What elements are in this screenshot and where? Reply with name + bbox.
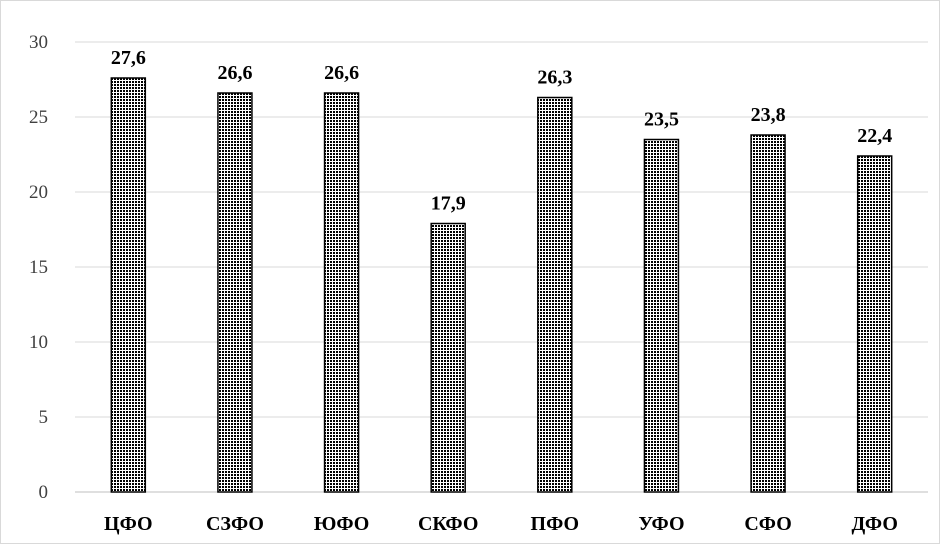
x-tick-label: СФО — [744, 513, 791, 535]
data-label: 26,6 — [217, 62, 252, 84]
data-label: 26,3 — [537, 67, 572, 89]
bar — [537, 96, 573, 493]
y-tick-label: 25 — [29, 107, 48, 128]
y-axis-ticks: 0 5 10 15 20 25 30 — [29, 32, 48, 503]
y-tick-label: 0 — [39, 482, 49, 503]
x-tick-label: ЦФО — [104, 513, 153, 535]
bar — [750, 134, 786, 493]
data-label: 23,8 — [751, 104, 786, 126]
y-tick-label: 30 — [29, 32, 48, 53]
bar — [430, 222, 466, 493]
y-tick-label: 5 — [39, 407, 49, 428]
data-label: 26,6 — [324, 62, 359, 84]
x-axis-ticks: ЦФО СЗФО ЮФО СКФО ПФО УФО СФО ДФО — [104, 513, 898, 535]
data-labels: 27,6 26,6 26,6 17,9 26,3 23,5 23,8 22,4 — [111, 47, 892, 215]
bar — [217, 92, 253, 493]
data-label: 23,5 — [644, 109, 679, 131]
x-tick-label: ДФО — [851, 513, 897, 535]
y-tick-label: 20 — [29, 182, 48, 203]
bar — [323, 92, 360, 493]
bar — [643, 138, 680, 493]
x-tick-label: СЗФО — [206, 513, 264, 535]
gridlines — [75, 41, 928, 493]
x-tick-label: ПФО — [531, 513, 580, 535]
x-tick-label: ЮФО — [314, 513, 370, 535]
data-label: 17,9 — [431, 193, 466, 215]
x-tick-label: СКФО — [418, 513, 478, 535]
data-label: 22,4 — [857, 125, 892, 147]
bar — [856, 155, 893, 493]
bar — [110, 77, 147, 493]
x-tick-label: УФО — [638, 513, 684, 535]
bars — [110, 77, 893, 493]
y-tick-label: 10 — [29, 332, 48, 353]
y-tick-label: 15 — [29, 257, 48, 278]
data-label: 27,6 — [111, 47, 146, 69]
